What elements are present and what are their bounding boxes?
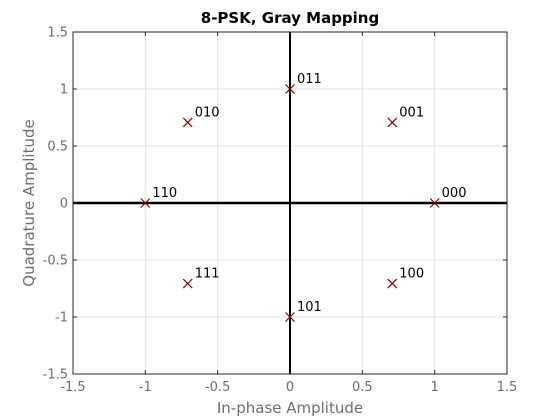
point-marker	[182, 117, 193, 128]
point-marker	[140, 198, 151, 208]
y-tick-label: -1	[55, 311, 68, 326]
point-marker	[387, 117, 398, 128]
constellation-point: 111	[182, 267, 220, 289]
constellation-point: 100	[387, 267, 424, 289]
point-marker	[182, 278, 193, 289]
x-tick-label: 0.5	[352, 380, 373, 395]
point-label: 101	[297, 300, 322, 315]
x-tick-label: -1	[139, 380, 152, 395]
constellation-point: 000	[429, 186, 467, 208]
y-tick-label: 1.5	[47, 26, 68, 41]
point-label: 110	[152, 186, 177, 201]
ticks: -1.5 -1 -0.5 0 0.5 1 1.5 -1.5 -1 -0.5 0 0.5 1 1.5	[43, 26, 518, 396]
x-tick-label: 0	[286, 380, 294, 395]
point-label: 010	[195, 105, 220, 120]
point-marker	[285, 312, 295, 322]
y-tick-label: 1	[60, 83, 68, 98]
point-marker	[285, 84, 295, 94]
x-tick-label: -1.5	[60, 380, 85, 395]
y-axis-label: Quadrature Amplitude	[20, 119, 38, 286]
point-label: 000	[442, 186, 467, 201]
point-marker	[429, 198, 440, 208]
x-axis-label: In-phase Amplitude	[217, 399, 363, 417]
point-label: 100	[399, 267, 424, 282]
chart-title: 8-PSK, Gray Mapping	[201, 9, 379, 27]
constellation-points: 000 001 011 010 110 111 101 100	[140, 72, 467, 322]
y-tick-label: 0	[60, 197, 68, 212]
y-tick-label: -1.5	[43, 368, 68, 383]
constellation-point: 011	[285, 72, 322, 94]
constellation-point: 001	[387, 105, 424, 128]
point-label: 011	[297, 72, 322, 87]
constellation-point: 101	[285, 300, 322, 322]
point-marker	[387, 278, 398, 289]
x-tick-label: 1	[431, 380, 439, 395]
point-label: 111	[195, 267, 220, 282]
constellation-point: 110	[140, 186, 177, 208]
constellation-point: 010	[182, 105, 220, 128]
y-tick-label: 0.5	[47, 140, 68, 155]
x-tick-label: 1.5	[497, 380, 518, 395]
x-tick-label: -0.5	[205, 380, 230, 395]
y-tick-label: -0.5	[43, 254, 68, 269]
point-label: 001	[399, 105, 424, 120]
